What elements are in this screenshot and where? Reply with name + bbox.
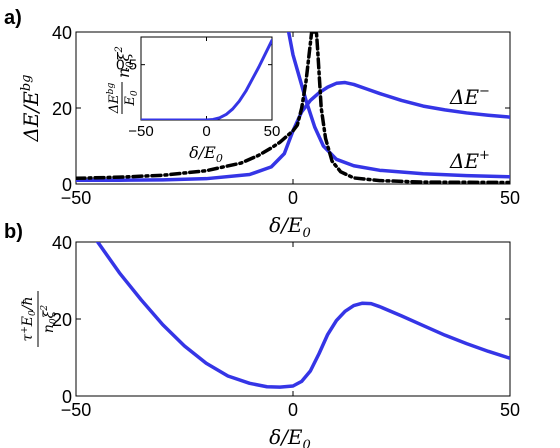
y-tick-label: 0.5: [116, 57, 137, 74]
x-tick-label: 50: [500, 188, 520, 208]
y-tick-label: 0: [62, 387, 72, 407]
svg-text:E0: E0: [123, 90, 140, 107]
series-line-0: [95, 242, 510, 389]
y-tick-label: 0: [62, 175, 72, 195]
x-tick-label: 50: [500, 400, 520, 420]
series-line-0: [141, 38, 272, 120]
panel-a-xlabel: δ/E0: [269, 213, 311, 241]
y-tick-label: 40: [52, 233, 72, 253]
panel-b-label: b): [4, 221, 23, 243]
inset-ticks: −50 0 50 0.5: [116, 37, 280, 140]
x-tick-label: 0: [288, 400, 298, 420]
x-tick-label: −50: [128, 123, 153, 140]
x-tick-label: −50: [61, 188, 92, 208]
x-tick-label: −50: [61, 400, 92, 420]
panel-a-series: [76, 32, 510, 184]
svg-text:ΔEbg: ΔEbg: [106, 83, 122, 115]
panel-b-frame: [75, 241, 511, 397]
panel-b-ylabel: τ+E0/ħ n0ξ2: [20, 291, 59, 347]
panel-b-series: [95, 242, 510, 389]
series-line-2: [76, 32, 510, 184]
x-tick-label: 50: [264, 123, 281, 140]
series-line-0: [76, 80, 510, 182]
inset-frame: [140, 36, 273, 121]
series-label-dE-plus: ΔE+: [449, 148, 490, 173]
svg-text:τ+E0/ħ: τ+E0/ħ: [20, 297, 38, 342]
panel-a-label: a): [4, 7, 22, 29]
y-tick-label: 40: [52, 23, 72, 43]
inset-xlabel: δ/E0: [189, 143, 223, 165]
panel-a-ylabel: ΔE/Ebg: [19, 74, 43, 142]
inset-series: [141, 38, 272, 120]
svg-text:n0ξ2: n0ξ2: [40, 305, 59, 333]
y-tick-label: 20: [52, 99, 72, 119]
svg-text:n0ξ2: n0ξ2: [114, 46, 136, 78]
x-tick-label: 0: [288, 188, 298, 208]
x-tick-label: 0: [202, 123, 210, 140]
series-label-dE-minus: ΔE−: [449, 84, 490, 109]
y-tick-label: 20: [52, 310, 72, 330]
panel-b-xlabel: δ/E0: [269, 425, 311, 448]
